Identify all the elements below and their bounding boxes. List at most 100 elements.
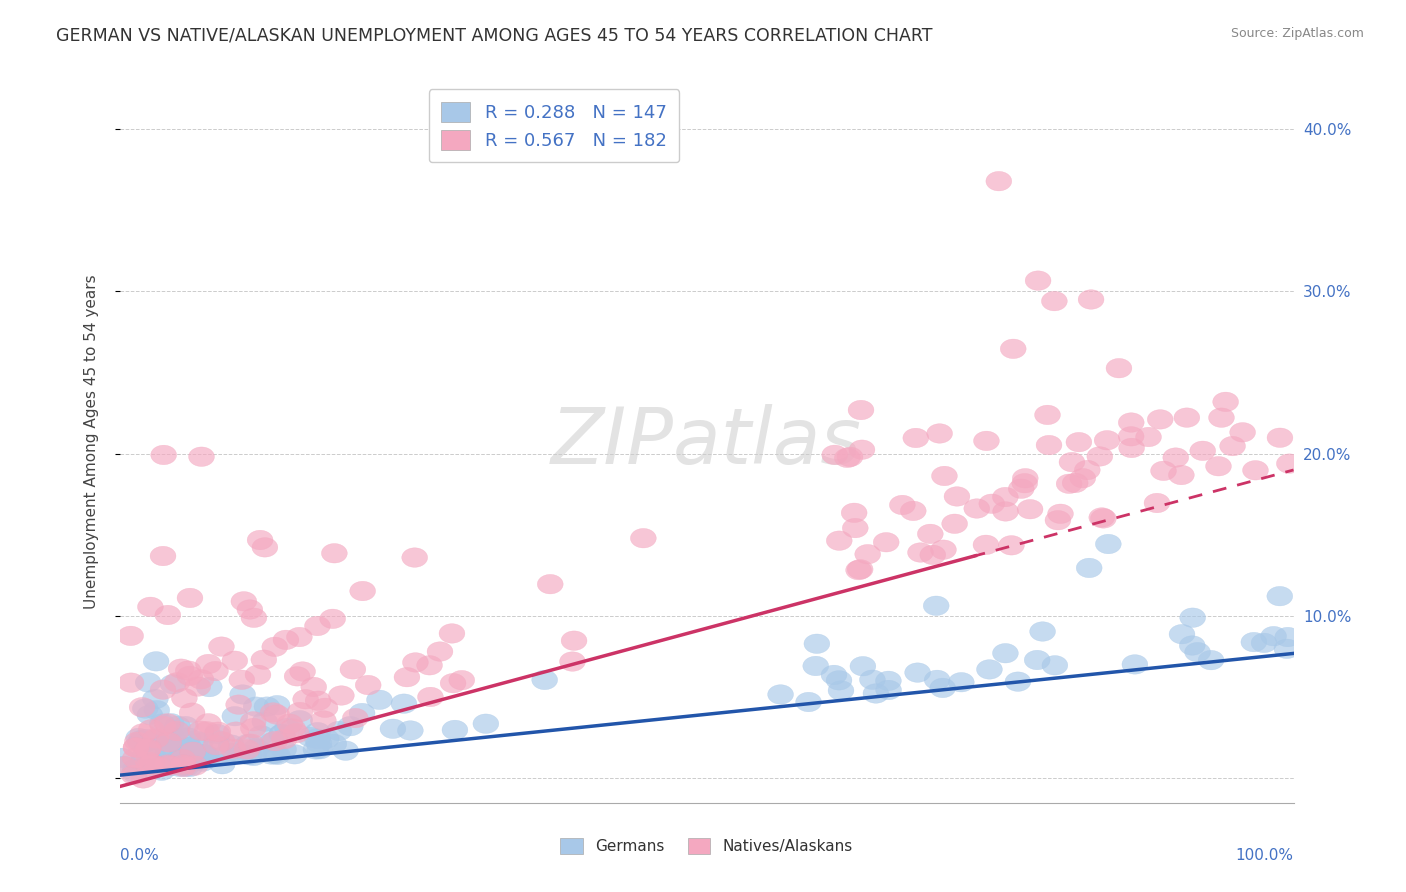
Ellipse shape <box>252 712 278 731</box>
Ellipse shape <box>218 743 243 763</box>
Ellipse shape <box>138 720 165 739</box>
Ellipse shape <box>441 720 468 739</box>
Ellipse shape <box>1005 672 1031 691</box>
Ellipse shape <box>165 716 190 736</box>
Ellipse shape <box>837 447 863 467</box>
Ellipse shape <box>153 747 180 766</box>
Ellipse shape <box>931 540 956 559</box>
Ellipse shape <box>311 711 336 731</box>
Ellipse shape <box>821 665 846 685</box>
Ellipse shape <box>170 757 197 777</box>
Ellipse shape <box>221 739 246 759</box>
Ellipse shape <box>1277 454 1302 474</box>
Ellipse shape <box>162 739 187 758</box>
Ellipse shape <box>149 756 174 775</box>
Ellipse shape <box>1119 438 1144 458</box>
Ellipse shape <box>1076 558 1102 578</box>
Ellipse shape <box>128 732 153 752</box>
Ellipse shape <box>155 744 180 764</box>
Ellipse shape <box>280 719 305 739</box>
Ellipse shape <box>143 651 169 671</box>
Ellipse shape <box>156 756 181 775</box>
Ellipse shape <box>197 677 222 697</box>
Ellipse shape <box>932 467 957 486</box>
Ellipse shape <box>128 731 155 749</box>
Ellipse shape <box>1243 460 1268 480</box>
Ellipse shape <box>1213 392 1239 411</box>
Ellipse shape <box>367 690 392 709</box>
Ellipse shape <box>876 681 901 699</box>
Ellipse shape <box>122 748 148 768</box>
Ellipse shape <box>1059 452 1085 472</box>
Ellipse shape <box>226 695 252 714</box>
Ellipse shape <box>1275 627 1301 647</box>
Legend: Germans, Natives/Alaskans: Germans, Natives/Alaskans <box>554 832 859 860</box>
Ellipse shape <box>134 729 159 748</box>
Ellipse shape <box>845 560 872 580</box>
Ellipse shape <box>186 747 211 766</box>
Ellipse shape <box>1163 448 1188 467</box>
Ellipse shape <box>1107 359 1132 378</box>
Ellipse shape <box>235 739 260 759</box>
Ellipse shape <box>841 503 868 523</box>
Ellipse shape <box>218 735 245 755</box>
Ellipse shape <box>187 732 214 752</box>
Ellipse shape <box>188 670 214 690</box>
Ellipse shape <box>238 734 264 754</box>
Ellipse shape <box>1189 441 1216 460</box>
Ellipse shape <box>188 721 214 740</box>
Ellipse shape <box>287 627 312 647</box>
Ellipse shape <box>993 487 1018 507</box>
Ellipse shape <box>834 448 860 467</box>
Ellipse shape <box>124 732 150 751</box>
Ellipse shape <box>842 518 868 538</box>
Ellipse shape <box>1174 408 1199 427</box>
Ellipse shape <box>1000 339 1026 359</box>
Ellipse shape <box>118 626 143 646</box>
Ellipse shape <box>177 588 202 607</box>
Ellipse shape <box>269 724 294 744</box>
Ellipse shape <box>322 543 347 563</box>
Ellipse shape <box>993 501 1018 521</box>
Ellipse shape <box>156 732 181 752</box>
Text: GERMAN VS NATIVE/ALASKAN UNEMPLOYMENT AMONG AGES 45 TO 54 YEARS CORRELATION CHAR: GERMAN VS NATIVE/ALASKAN UNEMPLOYMENT AM… <box>56 27 932 45</box>
Ellipse shape <box>394 667 420 687</box>
Ellipse shape <box>165 734 190 754</box>
Ellipse shape <box>1036 435 1062 455</box>
Ellipse shape <box>240 712 266 731</box>
Ellipse shape <box>174 728 201 747</box>
Ellipse shape <box>139 755 165 773</box>
Ellipse shape <box>287 710 312 730</box>
Ellipse shape <box>211 746 238 765</box>
Ellipse shape <box>155 606 181 624</box>
Ellipse shape <box>281 745 308 764</box>
Ellipse shape <box>174 741 201 761</box>
Ellipse shape <box>305 616 330 636</box>
Ellipse shape <box>859 670 886 690</box>
Ellipse shape <box>301 677 326 697</box>
Text: 100.0%: 100.0% <box>1236 848 1294 863</box>
Ellipse shape <box>319 609 346 629</box>
Ellipse shape <box>149 761 174 780</box>
Ellipse shape <box>274 718 301 738</box>
Ellipse shape <box>176 742 201 762</box>
Ellipse shape <box>1136 427 1161 447</box>
Ellipse shape <box>965 499 990 518</box>
Ellipse shape <box>1150 461 1177 481</box>
Ellipse shape <box>398 721 423 740</box>
Ellipse shape <box>326 722 352 740</box>
Ellipse shape <box>439 624 465 643</box>
Ellipse shape <box>136 705 163 724</box>
Ellipse shape <box>135 752 162 772</box>
Ellipse shape <box>283 723 309 743</box>
Ellipse shape <box>1198 650 1225 670</box>
Ellipse shape <box>260 703 285 723</box>
Ellipse shape <box>356 675 381 695</box>
Ellipse shape <box>1017 500 1043 519</box>
Ellipse shape <box>138 597 163 616</box>
Ellipse shape <box>305 691 330 710</box>
Ellipse shape <box>204 724 231 744</box>
Ellipse shape <box>135 740 160 759</box>
Ellipse shape <box>190 745 217 764</box>
Ellipse shape <box>804 634 830 654</box>
